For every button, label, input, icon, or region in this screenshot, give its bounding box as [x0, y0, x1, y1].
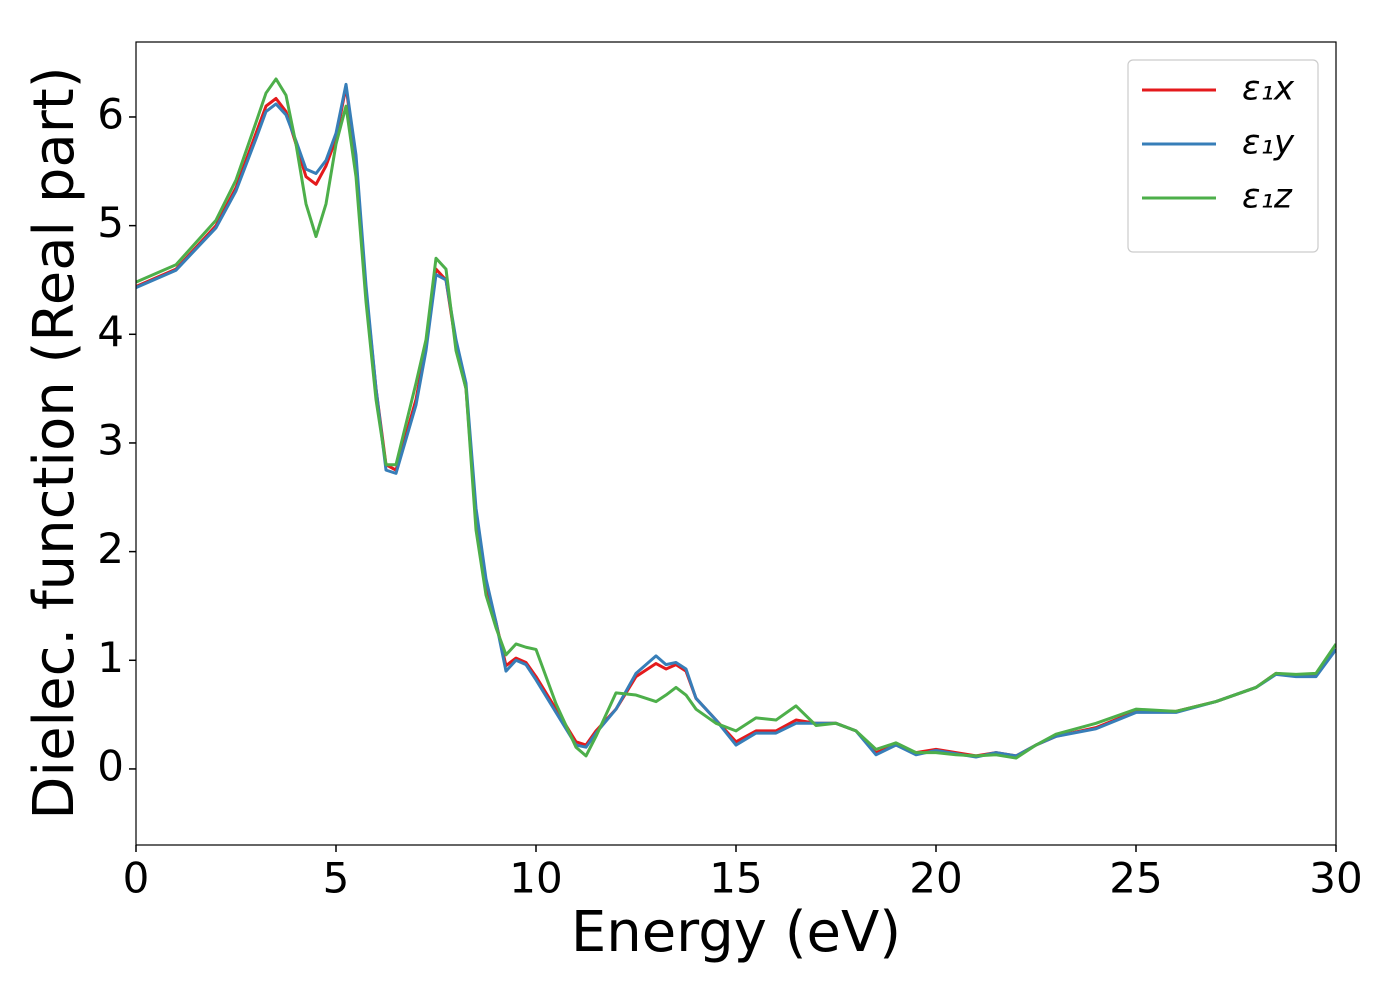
x-tick-label: 0	[123, 854, 150, 903]
x-tick-label: 20	[909, 854, 962, 903]
y-tick-label: 1	[97, 633, 124, 682]
y-axis-label: Dielec. function (Real part)	[22, 66, 87, 819]
x-tick-label: 15	[709, 854, 762, 903]
y-tick-label: 6	[97, 89, 124, 138]
y-tick-label: 2	[97, 524, 124, 573]
legend-label: ε₁x	[1242, 69, 1295, 109]
x-tick-label: 25	[1109, 854, 1162, 903]
legend-label: ε₁y	[1242, 123, 1295, 163]
y-tick-label: 3	[97, 415, 124, 464]
y-tick-label: 4	[97, 307, 124, 356]
series-line	[136, 82, 1336, 759]
y-tick-label: 5	[97, 198, 124, 247]
legend-box	[1127, 59, 1319, 253]
x-axis-label: Energy (eV)	[571, 900, 901, 965]
x-tick-label: 5	[323, 854, 350, 903]
x-tick-label: 10	[509, 854, 562, 903]
series-line	[136, 77, 1336, 760]
y-tick-label: 0	[97, 741, 124, 790]
x-tick-label: 30	[1309, 854, 1362, 903]
legend-label: ε₁z	[1242, 177, 1293, 217]
plot-frame	[135, 41, 1337, 846]
